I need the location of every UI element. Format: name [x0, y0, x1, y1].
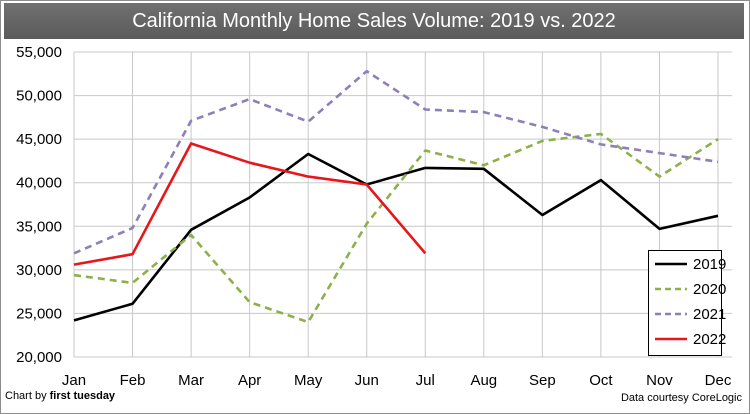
legend-item-2022: 2022 — [655, 328, 726, 350]
chart-legend: 2019 2020 2021 2022 — [648, 250, 726, 356]
x-tick-label: Dec — [705, 372, 732, 389]
series-line-2022 — [73, 142, 427, 266]
chart-title: California Monthly Home Sales Volume: 20… — [4, 3, 744, 39]
x-tick-label: Feb — [120, 372, 146, 389]
y-tick-label: 45,000 — [16, 131, 62, 148]
y-tick-label: 20,000 — [16, 349, 62, 366]
legend-item-2020: 2020 — [655, 278, 726, 300]
x-tick-label: Mar — [178, 372, 204, 389]
y-tick-label: 50,000 — [16, 88, 62, 105]
y-tick-label: 55,000 — [16, 44, 62, 61]
x-tick-label: Jan — [62, 372, 86, 389]
x-tick-label: Nov — [646, 372, 673, 389]
series-line-2019 — [73, 152, 719, 322]
legend-item-2019: 2019 — [655, 253, 726, 275]
x-tick-label: Jun — [355, 372, 379, 389]
legend-label-2020: 2020 — [693, 280, 727, 298]
legend-label-2021: 2021 — [693, 305, 727, 323]
x-tick-label: Jul — [416, 372, 435, 389]
x-tick-label: Sep — [529, 372, 556, 389]
y-tick-label: 40,000 — [16, 175, 62, 192]
credit-brand: first tuesday — [49, 390, 116, 402]
data-source: Data courtesy CoreLogic — [620, 392, 742, 404]
chart-credit: Chart by first tuesday — [5, 390, 115, 402]
credit-prefix: Chart by — [5, 390, 50, 402]
legend-item-2021: 2021 — [655, 303, 726, 325]
series-line-2020 — [73, 132, 719, 324]
x-tick-label: Oct — [589, 372, 613, 389]
y-tick-label: 35,000 — [16, 218, 62, 235]
x-tick-label: Apr — [238, 372, 261, 389]
y-tick-label: 25,000 — [16, 305, 62, 322]
x-tick-label: Aug — [470, 372, 497, 389]
y-tick-label: 30,000 — [16, 262, 62, 279]
legend-label-2019: 2019 — [693, 255, 727, 273]
x-tick-label: May — [294, 372, 323, 389]
series-line-2021 — [73, 69, 719, 255]
legend-label-2022: 2022 — [693, 330, 727, 348]
